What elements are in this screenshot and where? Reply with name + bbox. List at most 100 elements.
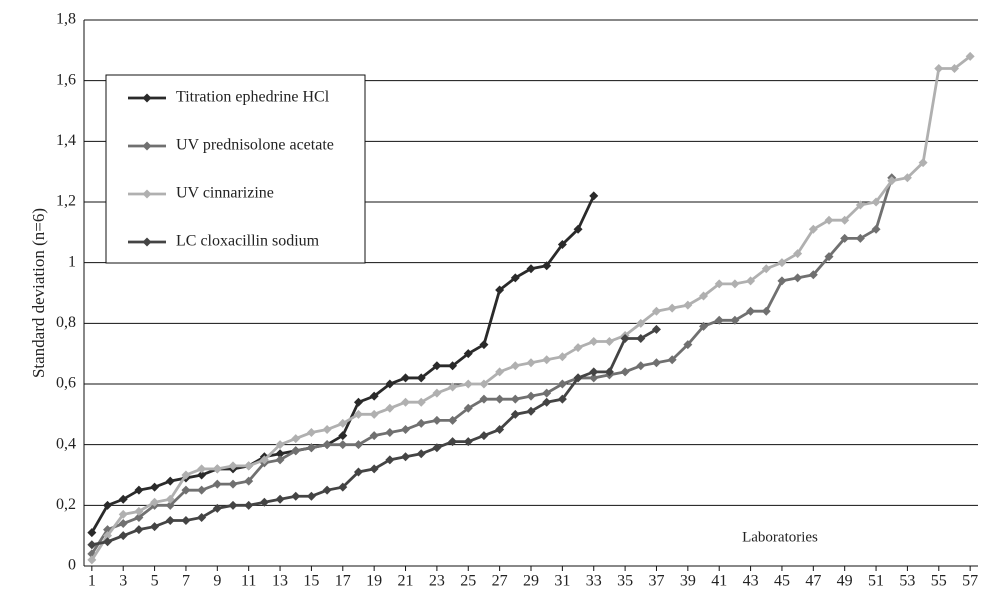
x-tick-label: 19 <box>366 573 382 590</box>
point <box>495 367 505 377</box>
point <box>479 340 489 350</box>
legend-label: UV prednisolone acetate <box>176 137 334 154</box>
x-tick-label: 35 <box>617 573 633 590</box>
point <box>479 379 489 389</box>
point <box>510 273 520 283</box>
point <box>87 555 97 565</box>
point <box>134 485 144 495</box>
x-tick-label: 37 <box>648 573 664 590</box>
x-tick-label: 15 <box>303 573 319 590</box>
point <box>338 440 348 450</box>
point <box>934 64 944 74</box>
point <box>150 522 160 532</box>
point <box>651 358 661 368</box>
point <box>275 494 285 504</box>
point <box>730 279 740 289</box>
point <box>181 516 191 525</box>
x-tick-label: 47 <box>805 573 821 590</box>
point <box>636 318 646 328</box>
point <box>746 276 756 286</box>
point <box>557 379 567 389</box>
point <box>228 500 238 510</box>
point <box>306 491 316 501</box>
point <box>824 215 834 225</box>
point <box>416 418 426 428</box>
point <box>259 497 269 507</box>
series-line <box>90 177 894 555</box>
point <box>761 264 771 274</box>
point <box>134 506 144 516</box>
point <box>322 425 332 434</box>
point <box>557 394 567 404</box>
point <box>589 367 599 377</box>
y-tick-label: 1,2 <box>56 193 76 210</box>
point <box>369 431 379 441</box>
point <box>589 373 599 383</box>
point <box>761 306 771 316</box>
point <box>244 476 254 486</box>
point <box>918 158 928 168</box>
point <box>432 388 442 398</box>
point <box>181 470 191 480</box>
point <box>542 261 552 271</box>
point <box>118 519 128 529</box>
point <box>824 252 834 262</box>
point <box>902 173 912 183</box>
point <box>416 373 426 383</box>
point <box>338 431 348 441</box>
point <box>526 358 536 368</box>
point <box>306 428 316 438</box>
point <box>197 485 207 495</box>
point <box>259 455 269 465</box>
point <box>777 276 787 286</box>
point <box>667 355 677 365</box>
point <box>573 224 583 234</box>
point <box>338 482 348 492</box>
point <box>165 494 175 504</box>
point <box>165 516 175 525</box>
point <box>228 461 238 471</box>
y-tick-label: 1,8 <box>56 11 76 28</box>
legend-marker <box>142 189 152 199</box>
point <box>385 428 395 438</box>
point <box>197 464 207 474</box>
point <box>338 418 348 428</box>
point <box>793 273 803 283</box>
point <box>165 500 175 510</box>
point <box>118 494 128 504</box>
legend: Titration ephedrine HCl UV prednisolone a… <box>105 74 366 264</box>
point <box>636 361 646 371</box>
point <box>840 215 850 225</box>
legend-label: LC cloxacillin sodium <box>176 233 320 250</box>
point <box>212 479 222 489</box>
point <box>416 397 426 407</box>
point <box>244 500 254 510</box>
point <box>244 461 254 471</box>
x-tick-label: 21 <box>398 573 414 590</box>
x-tick-label: 27 <box>492 573 508 590</box>
x-tick-label: 41 <box>711 573 727 590</box>
point <box>432 361 442 371</box>
point <box>228 479 238 489</box>
point <box>291 434 301 444</box>
x-tick-label: 11 <box>241 573 256 590</box>
point <box>197 470 207 480</box>
point <box>699 321 709 331</box>
legend-box <box>105 74 366 264</box>
point <box>604 337 614 347</box>
point <box>353 467 363 477</box>
x-tick-label: 33 <box>586 573 602 590</box>
point <box>526 264 536 274</box>
point <box>777 258 787 268</box>
x-tick-label: 39 <box>680 573 696 590</box>
point <box>573 373 583 383</box>
point <box>651 306 661 316</box>
y-tick-label: 0,8 <box>56 314 76 331</box>
x-tick-label: 51 <box>868 573 884 590</box>
x-tick-label: 31 <box>554 573 570 590</box>
point <box>306 443 316 453</box>
point <box>322 485 332 495</box>
point <box>87 528 97 538</box>
x-tick-label: 17 <box>335 573 351 590</box>
